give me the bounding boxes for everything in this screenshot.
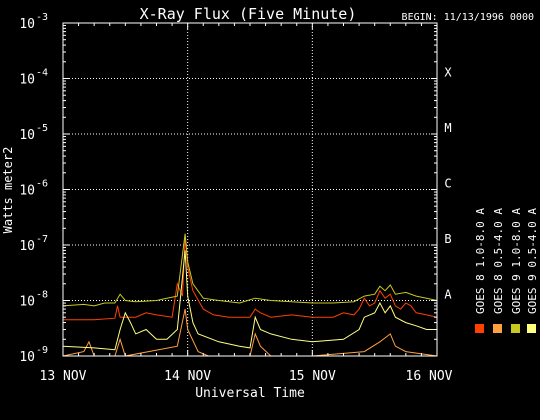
y-axis-label: Watts meter2 (1, 147, 15, 234)
legend: GOES 8 1.0-8.0 A GOES 8 0.5-4.0 A GOES 9 1… (474, 208, 539, 333)
y-tick-exponent: -8 (36, 290, 48, 301)
y-tick-label: 10 (19, 295, 35, 310)
y-tick-mantissa: 10 (19, 73, 35, 88)
legend-label: GOES 9 1.0-8.0 A (510, 208, 523, 314)
y-tick-mantissa: 10 (19, 17, 35, 32)
x-tick-label: 15 NOV (289, 369, 336, 384)
y-tick-mantissa: 10 (19, 239, 35, 254)
flare-class-label: B (444, 232, 451, 246)
y-axis-label-text: Watts meter (1, 154, 15, 233)
legend-item: GOES 9 1.0-8.0 A (510, 208, 523, 333)
series-line (62, 250, 437, 351)
y-tick-mantissa: 10 (19, 128, 35, 143)
series-line (63, 236, 438, 321)
legend-label: GOES 8 1.0-8.0 A (474, 208, 487, 314)
legend-swatch (475, 324, 484, 333)
y-tick-label: 10 (19, 239, 35, 254)
flare-class-label: M (444, 121, 451, 135)
x-tick-label: 13 NOV (40, 369, 87, 384)
flare-class-label: X (444, 66, 452, 80)
flare-class-labels: A B C M X (444, 66, 452, 302)
y-axis-ticks: 10-910-810-710-610-510-410-3 (19, 12, 437, 365)
legend-label: GOES 9 0.5-4.0 A (526, 208, 539, 314)
y-tick-exponent: -3 (36, 12, 48, 23)
legend-item: GOES 8 1.0-8.0 A (474, 208, 487, 333)
x-axis-label: Universal Time (195, 386, 305, 401)
y-tick-mantissa: 10 (19, 295, 35, 310)
y-tick-label: 10 (19, 73, 35, 88)
legend-swatch (493, 324, 502, 333)
chart-title: X-Ray Flux (Five Minute) (140, 5, 357, 23)
grid-lines (63, 23, 437, 356)
y-tick-label: 10 (19, 17, 35, 32)
legend-label: GOES 8 0.5-4.0 A (492, 208, 505, 314)
y-tick-label: 10 (19, 128, 35, 143)
y-tick-exponent: -4 (36, 68, 48, 79)
y-tick-label: 10 (19, 350, 35, 365)
y-tick-mantissa: 10 (19, 184, 35, 199)
x-axis-ticks: 13 NOV 14 NOV 15 NOV 16 NOV (40, 23, 453, 384)
flare-class-label: A (444, 288, 452, 302)
y-tick-mantissa: 10 (19, 350, 35, 365)
y-tick-exponent: -7 (36, 234, 48, 245)
x-tick-label: 16 NOV (406, 369, 453, 384)
legend-swatch (527, 324, 536, 333)
y-tick-exponent: -9 (36, 345, 48, 356)
legend-item: GOES 8 0.5-4.0 A (492, 208, 505, 333)
series-line (62, 233, 438, 307)
legend-item: GOES 9 0.5-4.0 A (526, 208, 539, 333)
flare-class-label: C (444, 177, 451, 191)
y-tick-exponent: -5 (36, 123, 48, 134)
y-axis-label-exponent: 2 (1, 147, 15, 154)
y-tick-exponent: -6 (36, 179, 48, 190)
x-tick-label: 14 NOV (164, 369, 211, 384)
begin-label: BEGIN: 11/13/1996 0000 (402, 12, 534, 23)
legend-swatch (511, 324, 520, 333)
y-tick-label: 10 (19, 184, 35, 199)
